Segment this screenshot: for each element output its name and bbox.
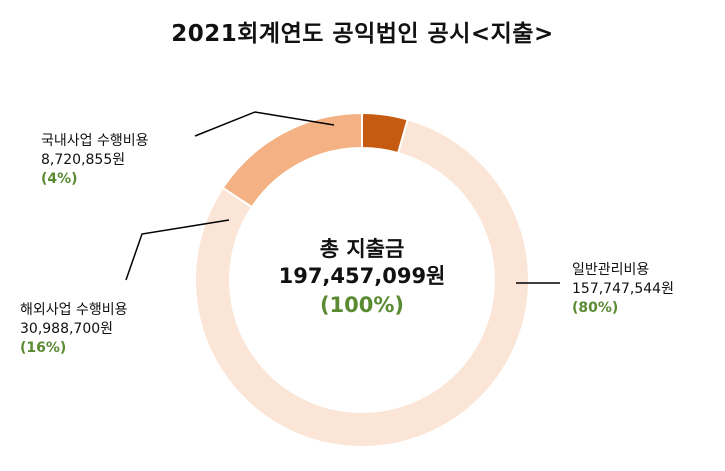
label-general-amount: 157,747,544원 (572, 281, 674, 297)
label-overseas-amount: 30,988,700원 (20, 321, 114, 337)
label-general-name: 일반관리비용 (572, 262, 650, 278)
label-domestic-name: 국내사업 수행비용 (41, 133, 149, 149)
label-overseas: 해외사업 수행비용 30,988,700원 (16%) (20, 301, 128, 358)
label-general: 일반관리비용 157,747,544원 (80%) (572, 261, 674, 318)
center-label: 총 지출금 (319, 237, 405, 261)
slice-overseas (221, 111, 363, 209)
leader-domestic (194, 111, 335, 137)
label-overseas-name: 해외사업 수행비용 (20, 302, 128, 318)
label-domestic: 국내사업 수행비용 8,720,855원 (4%) (41, 132, 149, 189)
label-overseas-pct: (16%) (20, 340, 67, 356)
leader-overseas (125, 219, 230, 281)
slice-general (194, 118, 530, 448)
label-domestic-amount: 8,720,855원 (41, 152, 126, 168)
center-pct: (100%) (319, 293, 405, 317)
center-total: 총 지출금 197,457,099원 (100%) (262, 236, 462, 320)
label-general-pct: (80%) (572, 300, 619, 316)
label-domestic-pct: (4%) (41, 171, 78, 187)
chart-title: 2021회계연도 공익법인 공시<지출> (171, 21, 554, 47)
center-amount: 197,457,099원 (278, 264, 446, 288)
